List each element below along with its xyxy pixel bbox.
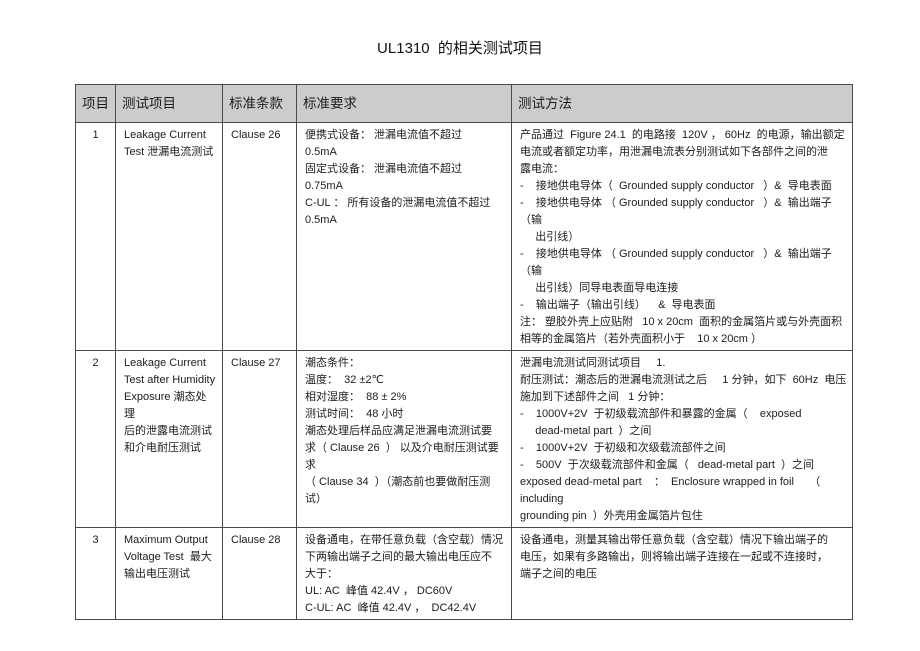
- cell-method: 设备通电，测量其输出带任意负载（含空载）情况下输出端子的 电压，如果有多路输出，…: [511, 527, 853, 620]
- text-line: 电压，如果有多路输出，则将输出端子连接在一起或不连接时，: [520, 551, 828, 563]
- text-line: 端子之间的电压: [520, 568, 597, 580]
- cell-method: 泄漏电流测试同测试项目 1. 耐压测试：潮态后的泄漏电流测试之后 1 分钟，如下…: [511, 350, 853, 528]
- col-header-requirement: 标准要求: [296, 84, 512, 123]
- text-line: grounding pin ）外壳用金属箔片包住: [520, 510, 703, 522]
- text-line: Test after Humidity: [124, 374, 216, 386]
- table-row: 2 Leakage Current Test after Humidity Ex…: [75, 350, 853, 528]
- text-line: dead-metal part ）之间: [520, 425, 652, 437]
- cell-requirement: 便携式设备： 泄漏电流值不超过 0.5mA 固定式设备： 泄漏电流值不超过 0.…: [296, 122, 512, 351]
- text-line: 潮态处理后样品应满足泄漏电流测试要: [305, 425, 492, 437]
- text-line: Clause 27: [231, 357, 281, 369]
- cell-item-number: 2: [75, 350, 116, 528]
- text-line: 电流或者额定功率，用泄漏电流表分别测试如下各部件之间的泄: [520, 146, 828, 158]
- text-line: 求（ Clause 26 ） 以及介电耐压测试要求: [305, 442, 499, 471]
- text-line: 出引线）: [520, 231, 580, 243]
- text-line: C-UL ： 所有设备的泄漏电流值不超过: [305, 197, 491, 209]
- text-line: Leakage Current: [124, 129, 206, 141]
- table-row: 3 Maximum Output Voltage Test 最大 输出电压测试 …: [75, 527, 853, 620]
- text-line: 产品通过 Figure 24.1 的电路接 120V ， 60Hz 的电源，输出…: [520, 129, 845, 141]
- cell-test-item: Leakage Current Test 泄漏电流测试: [115, 122, 223, 351]
- text-line: 施加到下述部件之间 1 分钟：: [520, 391, 671, 403]
- text-line: 相对湿度： 88 ± 2%: [305, 391, 407, 403]
- cell-method: 产品通过 Figure 24.1 的电路接 120V ， 60Hz 的电源，输出…: [511, 122, 853, 351]
- text-line: - 接地供电导体 （ Grounded supply conductor ）& …: [520, 248, 832, 277]
- text-line: UL: AC 峰值 42.4V ， DC60V: [305, 585, 453, 597]
- text-line: 后的泄露电流测试: [124, 425, 212, 437]
- cell-requirement: 潮态条件： 温度： 32 ±2℃ 相对湿度： 88 ± 2% 测试时间： 48 …: [296, 350, 512, 528]
- col-header-clause: 标准条款: [222, 84, 297, 123]
- text-line: - 输出端子（输出引线） & 导电表面: [520, 299, 716, 311]
- text-line: - 1000V+2V 于初级载流部件和暴露的金属（ exposed: [520, 408, 802, 420]
- test-items-table: 项目 测试项目 标准条款 标准要求 测试方法 1 Leakage Current…: [75, 84, 853, 620]
- text-line: - 500V 于次级载流部件和金属（ dead-metal part ）之间: [520, 459, 815, 471]
- table-row: 1 Leakage Current Test 泄漏电流测试 Clause 26 …: [75, 122, 853, 351]
- text-line: （ Clause 34 ）（潮态前也要做耐压测试）: [305, 476, 491, 505]
- cell-item-number: 3: [75, 527, 116, 620]
- text-line: 大于：: [305, 568, 338, 580]
- text-line: C-UL: AC 峰值 42.4V ， DC42.4V: [305, 602, 477, 614]
- text-line: 露电流：: [520, 163, 564, 175]
- text-line: Exposure 潮态处理: [124, 391, 207, 420]
- text-line: - 1000V+2V 于初级和次级载流部件之间: [520, 442, 726, 454]
- text-line: 温度： 32 ±2℃: [305, 374, 384, 386]
- text-line: Clause 28: [231, 534, 281, 546]
- col-header-item: 项目: [75, 84, 116, 123]
- cell-test-item: Maximum Output Voltage Test 最大 输出电压测试: [115, 527, 223, 620]
- text-line: 出引线）同导电表面导电连接: [520, 282, 679, 294]
- col-header-method: 测试方法: [511, 84, 853, 123]
- cell-test-item: Leakage Current Test after Humidity Expo…: [115, 350, 223, 528]
- text-line: 设备通电，在带任意负载（含空载）情况: [305, 534, 503, 546]
- col-header-test-item: 测试项目: [115, 84, 223, 123]
- text-line: 相等的金属箔片（若外壳面积小于 10 x 20cm ）: [520, 333, 763, 345]
- text-line: - 接地供电导体（ Grounded supply conductor ）& 导…: [520, 180, 832, 192]
- cell-item-number: 1: [75, 122, 116, 351]
- text-line: 固定式设备： 泄漏电流值不超过 0.75mA: [305, 163, 472, 192]
- text-line: 设备通电，测量其输出带任意负载（含空载）情况下输出端子的: [520, 534, 828, 546]
- text-line: 耐压测试：潮态后的泄漏电流测试之后 1 分钟，如下 60Hz 电压: [520, 374, 847, 386]
- text-line: exposed dead-metal part ： Enclosure wrap…: [520, 476, 824, 505]
- text-line: 便携式设备： 泄漏电流值不超过 0.5mA: [305, 129, 475, 158]
- cell-clause: Clause 26: [222, 122, 297, 351]
- cell-requirement: 设备通电，在带任意负载（含空载）情况 下两输出端子之间的最大输出电压应不 大于：…: [296, 527, 512, 620]
- text-line: 输出电压测试: [124, 568, 190, 580]
- text-line: 测试时间： 48 小时: [305, 408, 404, 420]
- text-line: 潮态条件：: [305, 357, 360, 369]
- cell-clause: Clause 27: [222, 350, 297, 528]
- text-line: Test 泄漏电流测试: [124, 146, 214, 158]
- table-header-row: 项目 测试项目 标准条款 标准要求 测试方法: [75, 84, 853, 123]
- page-title: UL1310 的相关测试项目: [377, 40, 543, 57]
- text-line: 和介电耐压测试: [124, 442, 201, 454]
- text-line: Leakage Current: [124, 357, 206, 369]
- text-line: 下两输出端子之间的最大输出电压应不: [305, 551, 492, 563]
- text-line: Maximum Output: [124, 534, 208, 546]
- text-line: 注： 塑胶外壳上应贴附 10 x 20cm 面积的金属箔片或与外壳面积: [520, 316, 843, 328]
- cell-clause: Clause 28: [222, 527, 297, 620]
- text-line: 泄漏电流测试同测试项目 1.: [520, 357, 666, 369]
- text-line: - 接地供电导体 （ Grounded supply conductor ）& …: [520, 197, 832, 226]
- text-line: 0.5mA: [305, 214, 337, 226]
- text-line: Clause 26: [231, 129, 281, 141]
- text-line: Voltage Test 最大: [124, 551, 212, 563]
